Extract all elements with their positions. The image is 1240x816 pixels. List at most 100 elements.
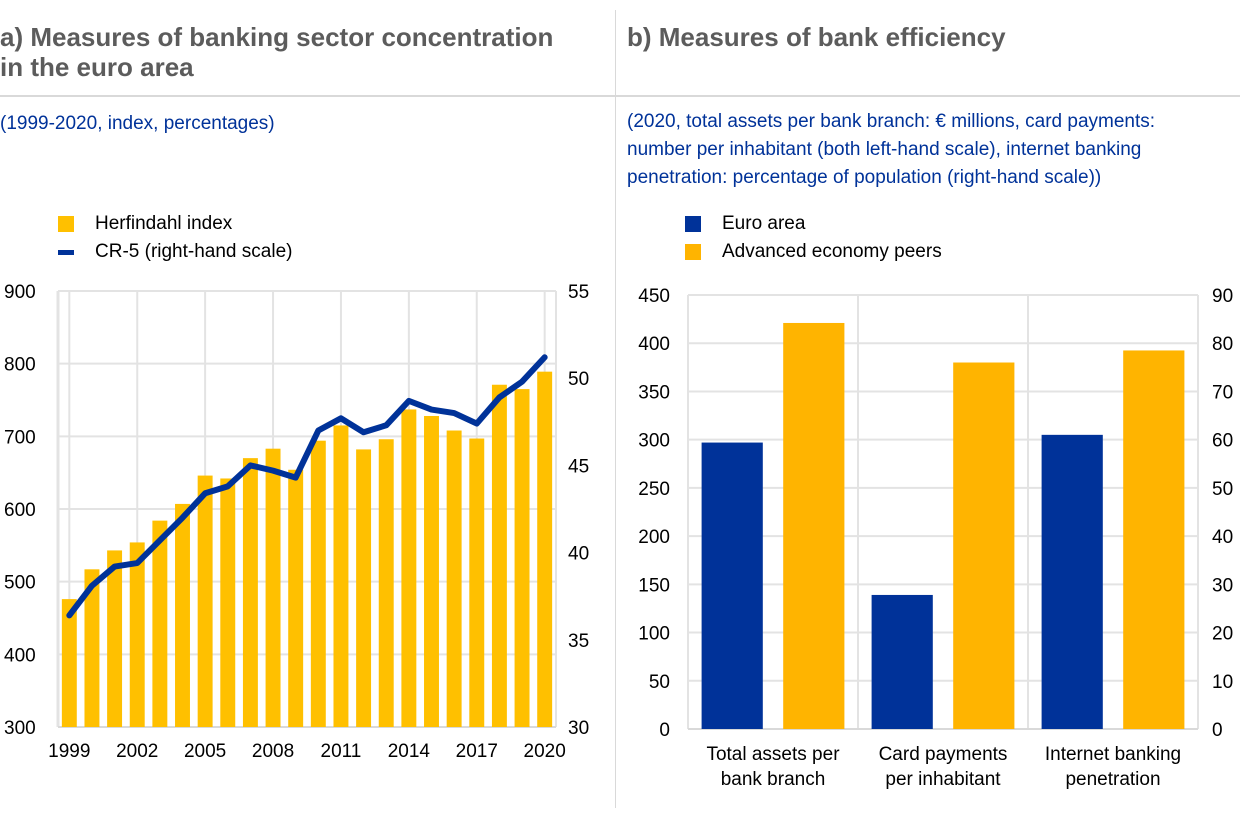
bar-herfindahl-2016 [446,430,462,727]
legend-item-cr5: CR-5 (right-hand scale) [58,238,292,266]
legend-swatch-peers [685,244,701,260]
y-right-tick-label: 50 [1212,479,1233,500]
chart-a-concentration: 900 800 700 600 500 400 300 55 50 45 40 35 30 1999 200… [4,282,589,762]
x-tick-label: 2011 [321,741,362,762]
x-tick-label: 2017 [456,741,498,762]
bar-herfindahl-2008 [265,448,281,727]
bar-herfindahl-2018 [491,384,507,727]
bar-herfindahl-1999 [61,599,77,727]
legend-label: Herfindahl index [95,213,233,234]
bar-herfindahl-2012 [356,449,372,727]
y-right-tick-label: 60 [1212,431,1233,452]
x-category-label: bank branch [721,769,826,790]
y-left-tick-label: 600 [4,500,36,521]
x-tick-label: 2008 [252,741,294,762]
y-left-tick-label: 900 [4,282,36,303]
legend-label: CR-5 (right-hand scale) [95,241,293,262]
y-left-tick-label: 400 [4,645,36,666]
panel-b-subtitle-line: number per inhabitant (both left-hand sc… [627,139,1142,160]
bar-herfindahl-2017 [469,438,485,727]
panel-a-subtitle: (1999-2020, index, percentages) [0,113,275,134]
y-right-tick-label: 40 [1212,527,1233,548]
bar-peers-1 [953,362,1015,729]
panel-b-header-divider [616,95,1240,97]
bar-herfindahl-2019 [514,389,530,727]
y-right-tick-label: 80 [1212,334,1233,355]
y-right-tick-label: 30 [1212,575,1233,596]
panel-a-legend: Herfindahl index CR-5 (right-hand scale) [58,210,292,266]
y-right-tick-label: 35 [568,631,589,652]
x-category-label: Card payments [879,744,1008,765]
bar-peers-2 [1123,350,1185,729]
x-tick-label: 2005 [184,741,226,762]
bar-herfindahl-2014 [401,409,417,727]
y-left-tick-label: 350 [638,382,670,403]
legend-swatch-euro-area [685,216,701,232]
y-left-tick-label: 500 [4,573,36,594]
legend-item-herfindahl: Herfindahl index [58,210,292,238]
panel-a-title-line1: a) Measures of banking sector concentrat… [0,22,554,52]
y-left-tick-label: 800 [4,355,36,376]
panel-b-subtitle-line: penetration: percentage of population (r… [627,167,1102,188]
x-category-label: penetration [1065,769,1160,790]
panel-b-title: b) Measures of bank efficiency [627,22,1006,52]
y-right-tick-label: 40 [568,544,589,565]
panel-b-subtitle: (2020, total assets per bank branch: € m… [627,108,1155,192]
legend-line-cr5 [58,249,74,255]
bar-herfindahl-2010 [310,440,326,727]
legend-swatch-herfindahl [58,216,74,232]
y-left-tick-label: 300 [4,718,36,739]
x-category-label: per inhabitant [885,769,1001,790]
y-right-tick-label: 0 [1212,720,1223,741]
bar-herfindahl-2013 [378,439,394,727]
bar-euro-area-0 [701,442,763,729]
legend-label: Euro area [722,213,806,234]
y-right-tick-label: 30 [568,718,589,739]
x-category-label: Total assets per [706,744,840,765]
panel-a-title-line2: in the euro area [0,52,194,82]
x-tick-label: 2020 [524,741,566,762]
x-tick-label: 1999 [48,741,90,762]
y-right-tick-label: 90 [1212,286,1233,307]
panel-a-header-divider [0,95,615,97]
y-right-tick-label: 45 [568,456,589,477]
y-left-tick-label: 0 [659,720,670,741]
y-left-tick-label: 100 [638,624,670,645]
bar-euro-area-1 [871,594,933,729]
y-right-tick-label: 20 [1212,624,1233,645]
y-left-tick-label: 150 [638,575,670,596]
bar-euro-area-2 [1041,434,1103,729]
y-left-tick-label: 700 [4,427,36,448]
panel-b-legend: Euro area Advanced economy peers [685,210,942,266]
x-tick-label: 2002 [116,741,158,762]
bar-herfindahl-2007 [242,458,258,727]
bar-herfindahl-2009 [288,469,304,727]
panel-a-title: a) Measures of banking sector concentrat… [0,22,553,82]
panel-b-subtitle-line: (2020, total assets per bank branch: € m… [627,111,1156,132]
y-left-tick-label: 50 [649,672,670,693]
legend-item-peers: Advanced economy peers [685,238,942,266]
panel-divider [615,10,616,808]
bar-herfindahl-2004 [175,503,190,727]
bar-herfindahl-2002 [129,542,145,727]
y-right-tick-label: 55 [568,282,589,303]
y-left-tick-label: 300 [638,431,670,452]
y-right-tick-label: 70 [1212,382,1233,403]
x-category-label: Internet banking [1045,744,1181,765]
bar-herfindahl-2020 [537,371,553,727]
legend-item-euro-area: Euro area [685,210,942,238]
y-right-tick-label: 10 [1212,672,1233,693]
x-tick-label: 2014 [388,741,431,762]
chart-b-efficiency: 4504003503002502001501005009080706050403… [638,286,1233,790]
y-right-tick-label: 50 [568,369,589,390]
bar-herfindahl-2015 [424,415,439,727]
y-left-tick-label: 250 [638,479,670,500]
bar-herfindahl-2001 [107,550,123,727]
bar-herfindahl-2000 [84,569,100,727]
bar-herfindahl-2006 [220,478,236,727]
bar-herfindahl-2003 [152,520,168,727]
line-cr5 [66,354,548,619]
bar-herfindahl-2011 [333,425,349,727]
y-left-tick-label: 200 [638,527,670,548]
legend-label: Advanced economy peers [722,241,942,262]
